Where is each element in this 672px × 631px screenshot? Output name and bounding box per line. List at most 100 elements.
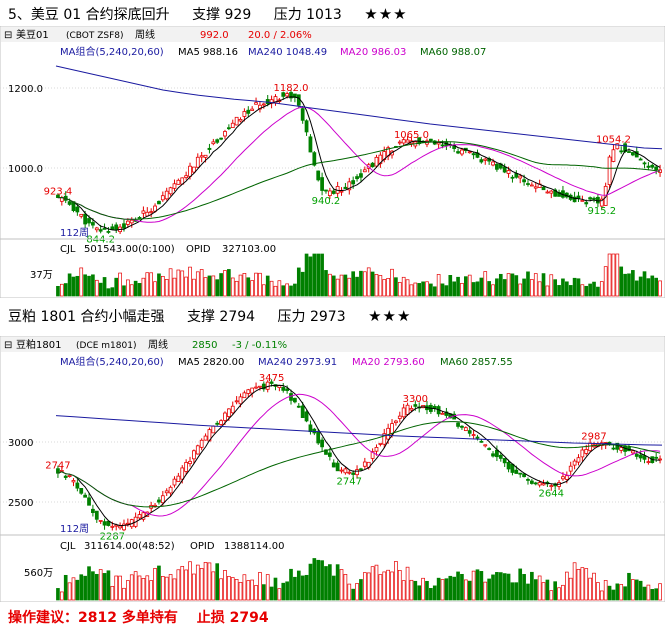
volume-bar bbox=[498, 572, 503, 601]
candle-body bbox=[285, 388, 290, 391]
candle-body bbox=[281, 387, 286, 391]
volume-bar bbox=[397, 570, 402, 601]
ma60-line bbox=[57, 141, 661, 220]
volume-bar bbox=[188, 561, 192, 601]
volume-bar bbox=[122, 285, 126, 297]
volume-bar bbox=[631, 579, 635, 601]
candle-body bbox=[502, 458, 507, 464]
volume-bar bbox=[339, 274, 344, 297]
volume-bar bbox=[495, 572, 499, 601]
volume-bar bbox=[615, 253, 620, 297]
volume-bar bbox=[495, 278, 499, 297]
volume-bar bbox=[506, 573, 511, 601]
volume-bar bbox=[122, 587, 126, 601]
volume-bar bbox=[634, 579, 639, 601]
candle-body bbox=[137, 217, 142, 219]
candle-body bbox=[537, 482, 542, 486]
volume-bar bbox=[650, 589, 655, 601]
candle-body bbox=[238, 396, 243, 405]
volume-bar bbox=[83, 575, 87, 601]
candle-body bbox=[75, 206, 80, 213]
volume-bar bbox=[102, 573, 107, 601]
candle-body bbox=[491, 161, 495, 166]
ma20-line bbox=[57, 106, 661, 223]
candle-body bbox=[526, 183, 530, 185]
candle-body bbox=[401, 139, 406, 144]
volume-bar bbox=[366, 572, 371, 601]
volume-bar bbox=[238, 274, 243, 297]
candle-body bbox=[401, 407, 406, 418]
volume-bar bbox=[565, 281, 569, 297]
volume-bar bbox=[448, 575, 453, 601]
volume-bar bbox=[308, 563, 313, 601]
volume-bar bbox=[63, 574, 68, 601]
candle-body bbox=[456, 422, 460, 427]
volume-bar bbox=[603, 580, 608, 601]
volume-bar bbox=[262, 584, 266, 601]
volume-bar bbox=[312, 558, 317, 601]
candle-body bbox=[502, 166, 507, 173]
collapse-icon[interactable]: ⊟ bbox=[4, 340, 12, 351]
volume-bar bbox=[242, 574, 247, 601]
candle-body bbox=[576, 195, 581, 199]
collapse-icon[interactable]: ⊟ bbox=[4, 30, 12, 41]
candle-body bbox=[261, 383, 266, 390]
volume-bar bbox=[374, 564, 379, 601]
candle-body bbox=[296, 405, 301, 408]
ma5-line bbox=[57, 384, 661, 527]
volume-bar bbox=[106, 288, 111, 297]
volume-bar bbox=[75, 579, 80, 601]
candle-body bbox=[106, 231, 111, 233]
candle-body bbox=[405, 139, 410, 143]
chart-2-bar-count: 112周 bbox=[60, 523, 89, 535]
candle-body bbox=[355, 469, 359, 476]
volume-bar bbox=[230, 277, 235, 297]
volume-bar bbox=[129, 284, 134, 297]
volume-bar bbox=[510, 273, 515, 297]
volume-bar bbox=[580, 284, 585, 297]
ma5-line bbox=[57, 96, 661, 231]
chart-1-period: 周线 bbox=[135, 28, 155, 41]
volume-bar bbox=[440, 283, 445, 297]
volume-bar bbox=[250, 280, 254, 297]
price-annotation: 1182.0 bbox=[274, 83, 309, 94]
volume-bar bbox=[145, 272, 150, 297]
volume-bar bbox=[444, 285, 449, 297]
candle-body bbox=[184, 175, 189, 178]
volume-bar bbox=[56, 285, 60, 297]
candle-body bbox=[362, 169, 367, 173]
ma60-line bbox=[57, 421, 661, 508]
candle-body bbox=[285, 93, 290, 97]
candle-body bbox=[168, 486, 173, 494]
volume-bar bbox=[359, 579, 363, 601]
volume-bar bbox=[366, 267, 371, 297]
chart-1-ma240: MA240 1048.49 bbox=[248, 47, 327, 58]
volume-bar bbox=[347, 583, 352, 601]
candle-body bbox=[471, 434, 476, 436]
price-annotation: 844.2 bbox=[86, 234, 115, 245]
candle-body bbox=[495, 163, 499, 170]
volume-bar bbox=[541, 273, 546, 297]
volume-bar bbox=[141, 578, 146, 601]
candle-body bbox=[483, 158, 488, 161]
price-annotation: 3475 bbox=[259, 373, 284, 384]
volume-bar bbox=[565, 571, 569, 601]
volume-bar bbox=[498, 273, 503, 297]
candle-body bbox=[67, 201, 72, 205]
candle-body bbox=[339, 469, 344, 472]
candle-body bbox=[522, 473, 526, 478]
chart-1-ma60: MA60 988.07 bbox=[420, 47, 486, 58]
candle-body bbox=[226, 127, 231, 130]
volume-bar bbox=[568, 285, 573, 297]
volume-bar bbox=[324, 270, 328, 297]
candle-body bbox=[588, 442, 593, 452]
chart-1-price: 992.0 bbox=[200, 30, 229, 41]
volume-bar bbox=[491, 284, 495, 297]
chart-2-ma240: MA240 2973.91 bbox=[258, 357, 337, 368]
volume-bar bbox=[199, 568, 204, 601]
candle-body bbox=[168, 187, 173, 195]
candle-body bbox=[141, 512, 146, 520]
chart-1-symbol: 美豆01 bbox=[16, 28, 49, 41]
volume-bar bbox=[370, 566, 375, 601]
chart-2-ma-label: MA组合(5,240,20,60) bbox=[60, 355, 164, 368]
